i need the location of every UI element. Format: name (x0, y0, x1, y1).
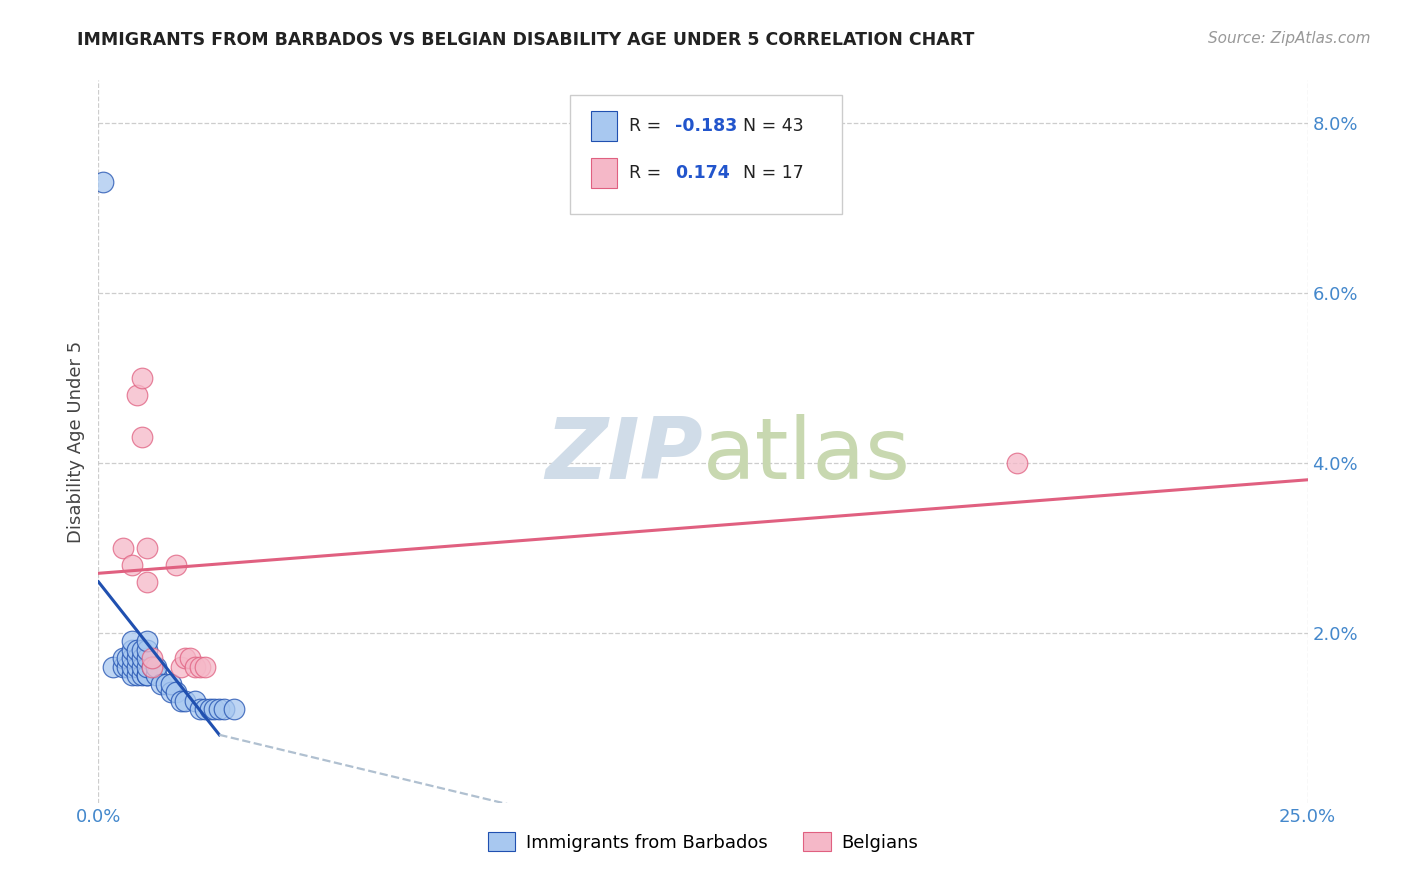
Text: IMMIGRANTS FROM BARBADOS VS BELGIAN DISABILITY AGE UNDER 5 CORRELATION CHART: IMMIGRANTS FROM BARBADOS VS BELGIAN DISA… (77, 31, 974, 49)
Point (117, 651, 139, 665)
Y-axis label: Disability Age Under 5: Disability Age Under 5 (66, 341, 84, 542)
Text: -0.183: -0.183 (675, 117, 737, 135)
Point (121, 558, 143, 572)
FancyBboxPatch shape (591, 158, 617, 188)
Point (91, 175, 114, 189)
Point (121, 634, 143, 648)
Text: N = 43: N = 43 (733, 117, 804, 135)
Text: R =: R = (630, 164, 672, 182)
Point (141, 651, 163, 665)
Point (131, 642, 153, 657)
Point (131, 668, 153, 682)
Point (155, 677, 177, 691)
Point (135, 668, 157, 682)
FancyBboxPatch shape (569, 95, 842, 214)
Point (165, 558, 187, 572)
Point (222, 702, 245, 716)
Point (111, 651, 134, 665)
Point (127, 668, 149, 682)
Point (121, 668, 143, 682)
Point (127, 660, 149, 674)
Text: atlas: atlas (703, 415, 911, 498)
Point (121, 642, 143, 657)
Point (141, 660, 163, 674)
Point (127, 388, 149, 402)
Point (131, 660, 153, 674)
FancyBboxPatch shape (591, 111, 617, 141)
Point (179, 651, 201, 665)
Point (111, 660, 134, 674)
Text: N = 17: N = 17 (733, 164, 804, 182)
Point (145, 668, 167, 682)
Point (169, 694, 191, 708)
Point (212, 702, 235, 716)
Point (150, 677, 173, 691)
Point (101, 660, 124, 674)
Point (174, 694, 197, 708)
Point (121, 651, 143, 665)
Legend: Immigrants from Barbados, Belgians: Immigrants from Barbados, Belgians (481, 825, 925, 859)
Point (117, 660, 139, 674)
Point (184, 660, 207, 674)
Point (204, 702, 226, 716)
Point (160, 677, 183, 691)
Point (135, 634, 157, 648)
Point (194, 660, 217, 674)
Text: ZIP: ZIP (546, 415, 703, 498)
Point (127, 651, 149, 665)
Point (145, 660, 167, 674)
Text: Source: ZipAtlas.com: Source: ZipAtlas.com (1208, 31, 1371, 46)
Text: R =: R = (630, 117, 666, 135)
Point (121, 660, 143, 674)
Point (135, 574, 157, 589)
Point (1007, 456, 1029, 470)
Point (131, 371, 153, 385)
Point (169, 660, 191, 674)
Point (111, 541, 134, 555)
Point (135, 668, 157, 682)
Point (194, 702, 217, 716)
Point (135, 660, 157, 674)
Point (135, 651, 157, 665)
Point (131, 430, 153, 444)
Point (135, 541, 157, 555)
Text: 0.174: 0.174 (675, 164, 730, 182)
Point (131, 651, 153, 665)
Point (184, 694, 207, 708)
Point (127, 642, 149, 657)
Point (141, 660, 163, 674)
Point (188, 660, 211, 674)
Point (135, 642, 157, 657)
Point (160, 685, 183, 699)
Point (165, 685, 187, 699)
Point (208, 702, 231, 716)
Point (198, 702, 221, 716)
Point (188, 702, 211, 716)
Point (174, 651, 197, 665)
